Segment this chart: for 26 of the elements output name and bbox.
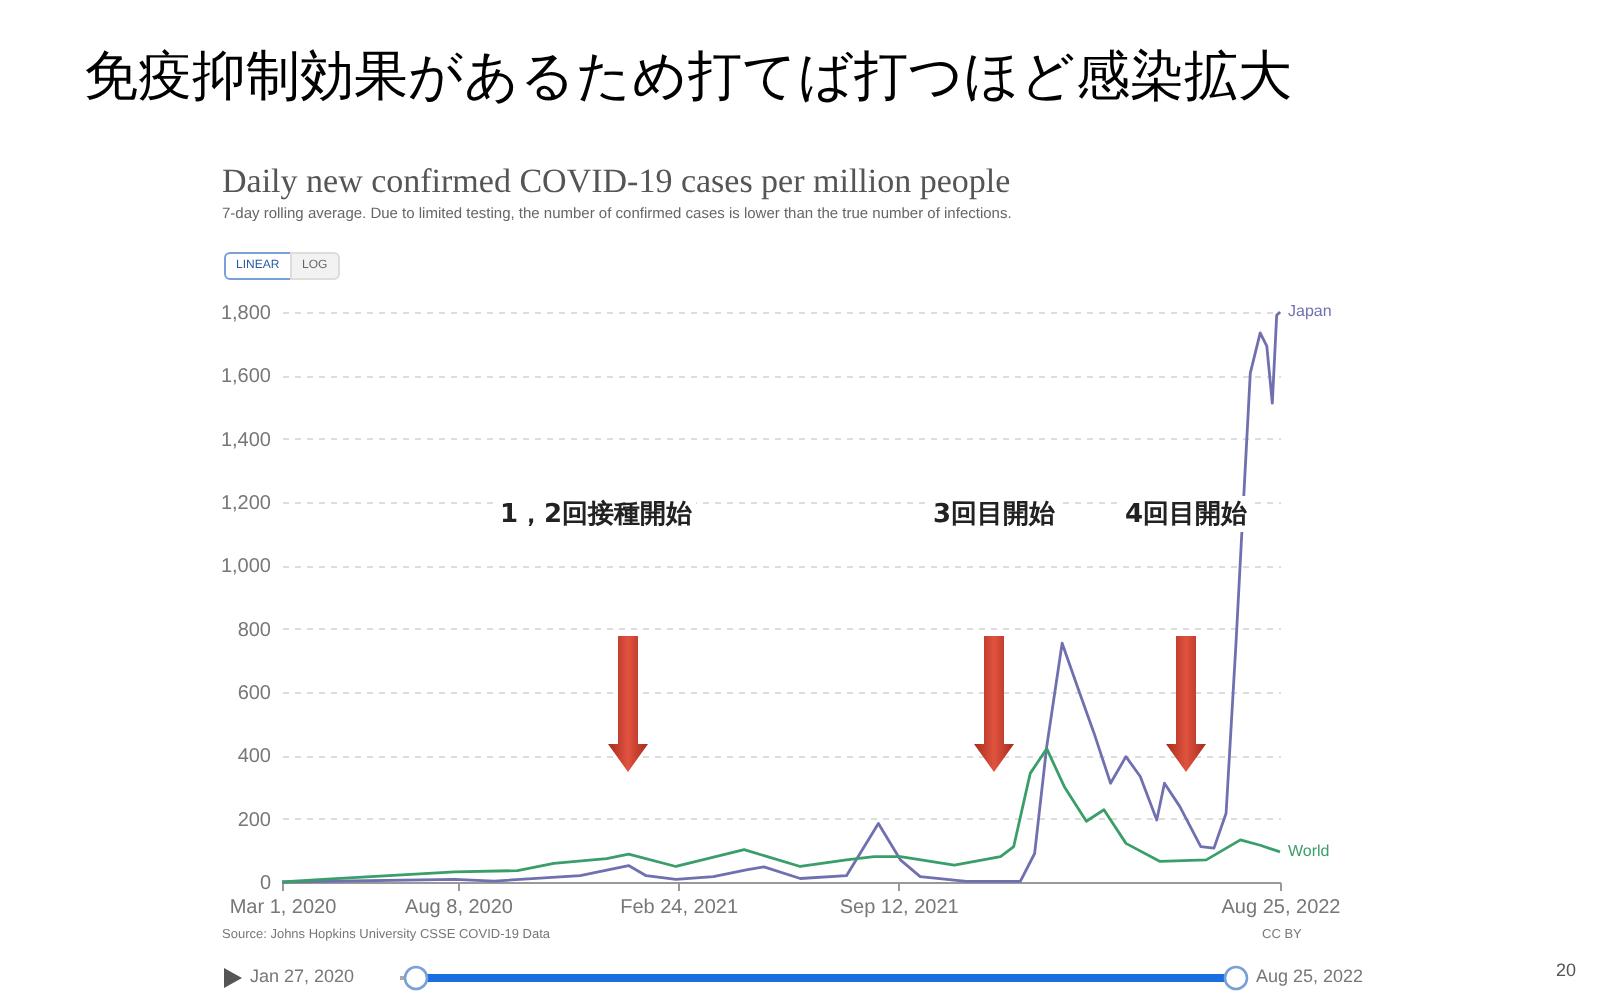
text: Aug 25, 2022 [1256,966,1364,986]
y-tick-label: 1,600 [220,366,272,389]
y-tick-label: 1,800 [220,303,272,325]
y-tick-label: 1,400 [220,429,272,452]
y-tick-label: 200 [237,809,272,832]
y-tick-label: 0 [259,873,272,895]
annotation: 1，2回接種開始 [496,496,697,532]
y-tick-label: 600 [237,683,272,705]
annotation: 4回目開始 [1121,496,1252,532]
y-tick-label: 1,000 [220,556,272,579]
annotation: 3回目開始 [929,496,1060,532]
line-series [280,747,1282,884]
series-label: World [1288,841,1330,860]
text: Jan 27, 2020 [250,966,355,986]
chart-title: Daily new confirmed COVID-19 cases per million people [222,162,1011,202]
y-tick-label: 800 [237,619,272,642]
x-tick-label: Aug 8, 2020 [405,897,514,919]
x-tick-label: Mar 1, 2020 [229,897,338,919]
text: 免疫抑制効果があるため打てば打つほど感染拡大 [84,44,1292,112]
series-label: Japan [1288,302,1332,320]
y-tick-label: 400 [237,746,272,769]
y-tick-label: 1,200 [220,493,272,515]
x-tick-label: Sep 12, 2021 [839,897,960,919]
x-tick-label: Feb 24, 2021 [620,897,739,919]
x-tick-label: Aug 25, 2022 [1221,897,1342,919]
text: 20 [1556,960,1577,980]
